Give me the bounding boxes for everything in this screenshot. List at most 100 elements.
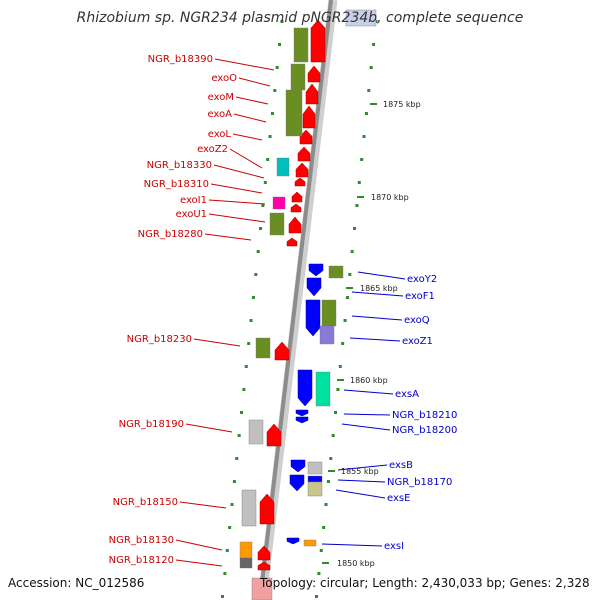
reverse-gene-label-leader <box>337 464 388 471</box>
cog-category-box <box>307 461 323 475</box>
cog-category-box <box>307 475 323 483</box>
outer-guide-dot <box>369 66 373 69</box>
reverse-gene-label: exsE <box>387 493 410 504</box>
reverse-gene-label: NGR_b18210 <box>392 410 457 421</box>
forward-gene-label: exoL <box>208 129 232 140</box>
cog-category-box <box>248 419 264 445</box>
forward-gene-arrow <box>257 561 271 571</box>
outer-guide-dot <box>322 526 326 529</box>
inner-guide-dot <box>228 526 232 529</box>
reverse-gene-arrow <box>295 409 309 417</box>
inner-guide-dot <box>232 480 236 483</box>
outer-guide-dot <box>324 503 328 506</box>
forward-gene-label-leader <box>175 559 223 567</box>
reverse-gene-arrow <box>308 263 324 277</box>
cog-category-box <box>239 557 253 569</box>
forward-gene-label: exoM <box>208 92 234 103</box>
forward-gene-label: NGR_b18120 <box>109 555 174 566</box>
outer-guide-dot <box>338 365 342 368</box>
inner-guide-dot <box>254 273 258 276</box>
accession-text: Accession: NC_012586 <box>8 576 145 590</box>
forward-gene-label: NGR_b18330 <box>147 160 212 171</box>
inner-guide-dot <box>221 595 225 598</box>
reverse-gene-label-leader <box>351 291 404 297</box>
forward-gene-label-leader <box>214 58 275 71</box>
cog-category-box <box>321 299 337 327</box>
cog-category-box <box>290 63 306 91</box>
inner-guide-dot <box>273 89 277 92</box>
inner-guide-dot <box>230 503 234 506</box>
inner-guide-dot <box>237 434 241 437</box>
forward-gene-label: NGR_b18390 <box>148 54 213 65</box>
reverse-gene-label-leader <box>321 543 383 547</box>
reverse-gene-arrow <box>297 369 313 407</box>
inner-guide-dot <box>280 20 284 23</box>
forward-gene-label: exoO <box>211 73 237 84</box>
reverse-gene-label-leader <box>343 413 391 416</box>
reverse-gene-label-leader <box>335 489 386 499</box>
reverse-gene-label-leader <box>357 271 406 280</box>
forward-gene-label: exoZ2 <box>197 144 228 155</box>
tick-label: 1860 kbp <box>350 376 388 385</box>
tick-label: 1865 kbp <box>360 284 398 293</box>
cog-category-box <box>285 89 303 137</box>
cog-category-box <box>319 325 335 345</box>
reverse-gene-arrow <box>290 459 306 473</box>
forward-gene-label: NGR_b18230 <box>127 334 192 345</box>
forward-gene-label-leader <box>238 77 271 87</box>
forward-gene-label-leader <box>185 423 233 433</box>
reverse-gene-label: exoZ1 <box>402 336 433 347</box>
outer-guide-dot <box>334 411 338 414</box>
outer-guide-dot <box>353 227 357 230</box>
forward-gene-arrow <box>291 191 303 203</box>
inner-guide-dot <box>275 66 279 69</box>
forward-gene-label: NGR_b18150 <box>113 497 178 508</box>
inner-guide-dot <box>256 250 260 253</box>
forward-gene-arrow <box>307 65 321 83</box>
outer-guide-dot <box>345 296 349 299</box>
inner-guide-dot <box>225 549 229 552</box>
cog-category-box <box>269 212 285 236</box>
outer-guide-dot <box>372 43 376 46</box>
outer-guide-dot <box>348 273 352 276</box>
forward-gene-arrow <box>297 146 311 162</box>
reverse-gene-label: exsA <box>395 389 419 400</box>
cog-category-box <box>328 265 344 279</box>
outer-guide-dot <box>357 181 361 184</box>
forward-gene-label: NGR_b18130 <box>109 535 174 546</box>
cog-category-box <box>272 196 286 210</box>
cog-category-box <box>255 337 271 359</box>
cog-category-box <box>303 539 317 547</box>
outer-guide-dot <box>360 158 364 161</box>
forward-gene-label-leader <box>213 164 265 179</box>
forward-gene-label-leader <box>232 133 263 141</box>
outer-guide-dot <box>319 549 323 552</box>
reverse-gene-label-leader <box>341 423 391 431</box>
outer-guide-dot <box>331 434 335 437</box>
reverse-gene-label: NGR_b18200 <box>392 425 457 436</box>
forward-gene-label-leader <box>235 96 269 105</box>
forward-gene-arrow <box>266 423 282 447</box>
reverse-gene-arrow <box>295 416 309 424</box>
inner-guide-dot <box>259 227 263 230</box>
reverse-gene-label-leader <box>349 337 401 342</box>
outer-guide-dot <box>350 250 354 253</box>
inner-guide-dot <box>263 181 267 184</box>
forward-gene-label: exoI1 <box>180 195 207 206</box>
forward-gene-label-leader <box>204 233 252 241</box>
inner-guide-dot <box>235 457 239 460</box>
tick-label: 1850 kbp <box>337 559 375 568</box>
reverse-gene-label-leader <box>343 389 394 395</box>
cog-category-box <box>315 371 331 407</box>
inner-guide-dot <box>270 112 274 115</box>
forward-gene-label-leader <box>175 539 223 551</box>
cog-category-box <box>345 9 377 27</box>
forward-gene-label: NGR_b18280 <box>138 229 203 240</box>
inner-guide-dot <box>240 411 244 414</box>
forward-gene-label-leader <box>233 113 267 123</box>
forward-gene-arrow <box>295 162 309 178</box>
outer-guide-dot <box>336 388 340 391</box>
reverse-gene-arrow <box>286 537 300 545</box>
